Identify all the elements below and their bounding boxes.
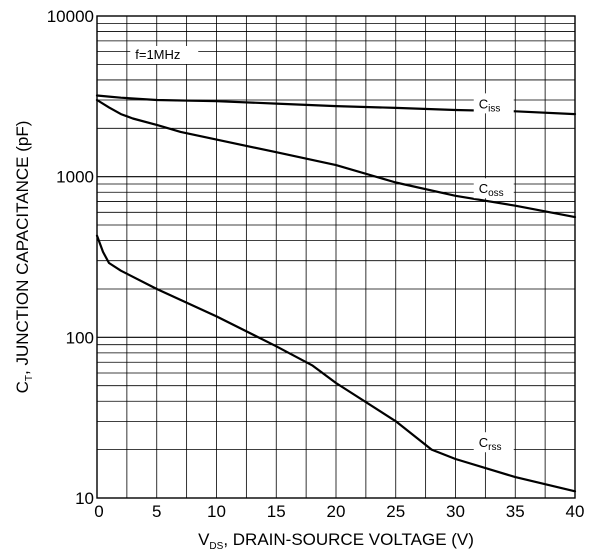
x-tick-label: 10 xyxy=(207,502,226,521)
x-tick-label: 5 xyxy=(152,502,161,521)
series-label-background xyxy=(473,93,514,114)
x-tick-labels: 0 5 10 15 20 25 30 35 40 xyxy=(94,502,584,521)
x-tick-label: 20 xyxy=(327,502,346,521)
x-tick-label: 25 xyxy=(386,502,405,521)
x-tick-label: 30 xyxy=(446,502,465,521)
series-label-background xyxy=(473,178,514,199)
annotation-label: f=1MHz xyxy=(135,47,180,62)
y-tick-labels: 10 100 1000 10000 xyxy=(47,7,94,508)
x-axis-label-suffix: , DRAIN-SOURCE VOLTAGE (V) xyxy=(223,530,474,549)
y-axis-label-sub: T xyxy=(24,375,35,381)
series-labels: Ciss Coss Crss xyxy=(473,93,514,453)
x-axis-label-prefix: V xyxy=(198,530,210,549)
y-axis-label-suffix: , JUNCTION CAPACITANCE (pF) xyxy=(13,121,32,375)
series-line-rss xyxy=(95,234,577,493)
frequency-annotation: f=1MHz xyxy=(130,45,199,64)
series-label-iss: Ciss xyxy=(479,96,501,114)
x-tick-label: 0 xyxy=(94,502,103,521)
y-axis-label-prefix: C xyxy=(13,381,32,393)
plot-grid xyxy=(97,16,575,498)
y-tick-label: 1000 xyxy=(56,168,94,187)
x-tick-label: 15 xyxy=(267,502,286,521)
x-tick-label: 40 xyxy=(566,502,585,521)
y-axis-label: CT, JUNCTION CAPACITANCE (pF) xyxy=(13,121,35,394)
y-tick-label: 10 xyxy=(75,489,94,508)
plot-frame xyxy=(96,15,576,499)
x-axis-label-sub: DS xyxy=(209,541,223,552)
y-tick-label: 100 xyxy=(66,328,94,347)
y-tick-label: 10000 xyxy=(47,7,94,26)
series-label-oss: Coss xyxy=(479,181,504,199)
series-label-rss: Crss xyxy=(479,435,502,453)
series-line-oss xyxy=(95,98,577,219)
series-label-background xyxy=(473,432,514,453)
x-tick-label: 35 xyxy=(506,502,525,521)
annotation-background xyxy=(130,45,199,64)
x-axis-label: VDS, DRAIN-SOURCE VOLTAGE (V) xyxy=(198,530,474,552)
